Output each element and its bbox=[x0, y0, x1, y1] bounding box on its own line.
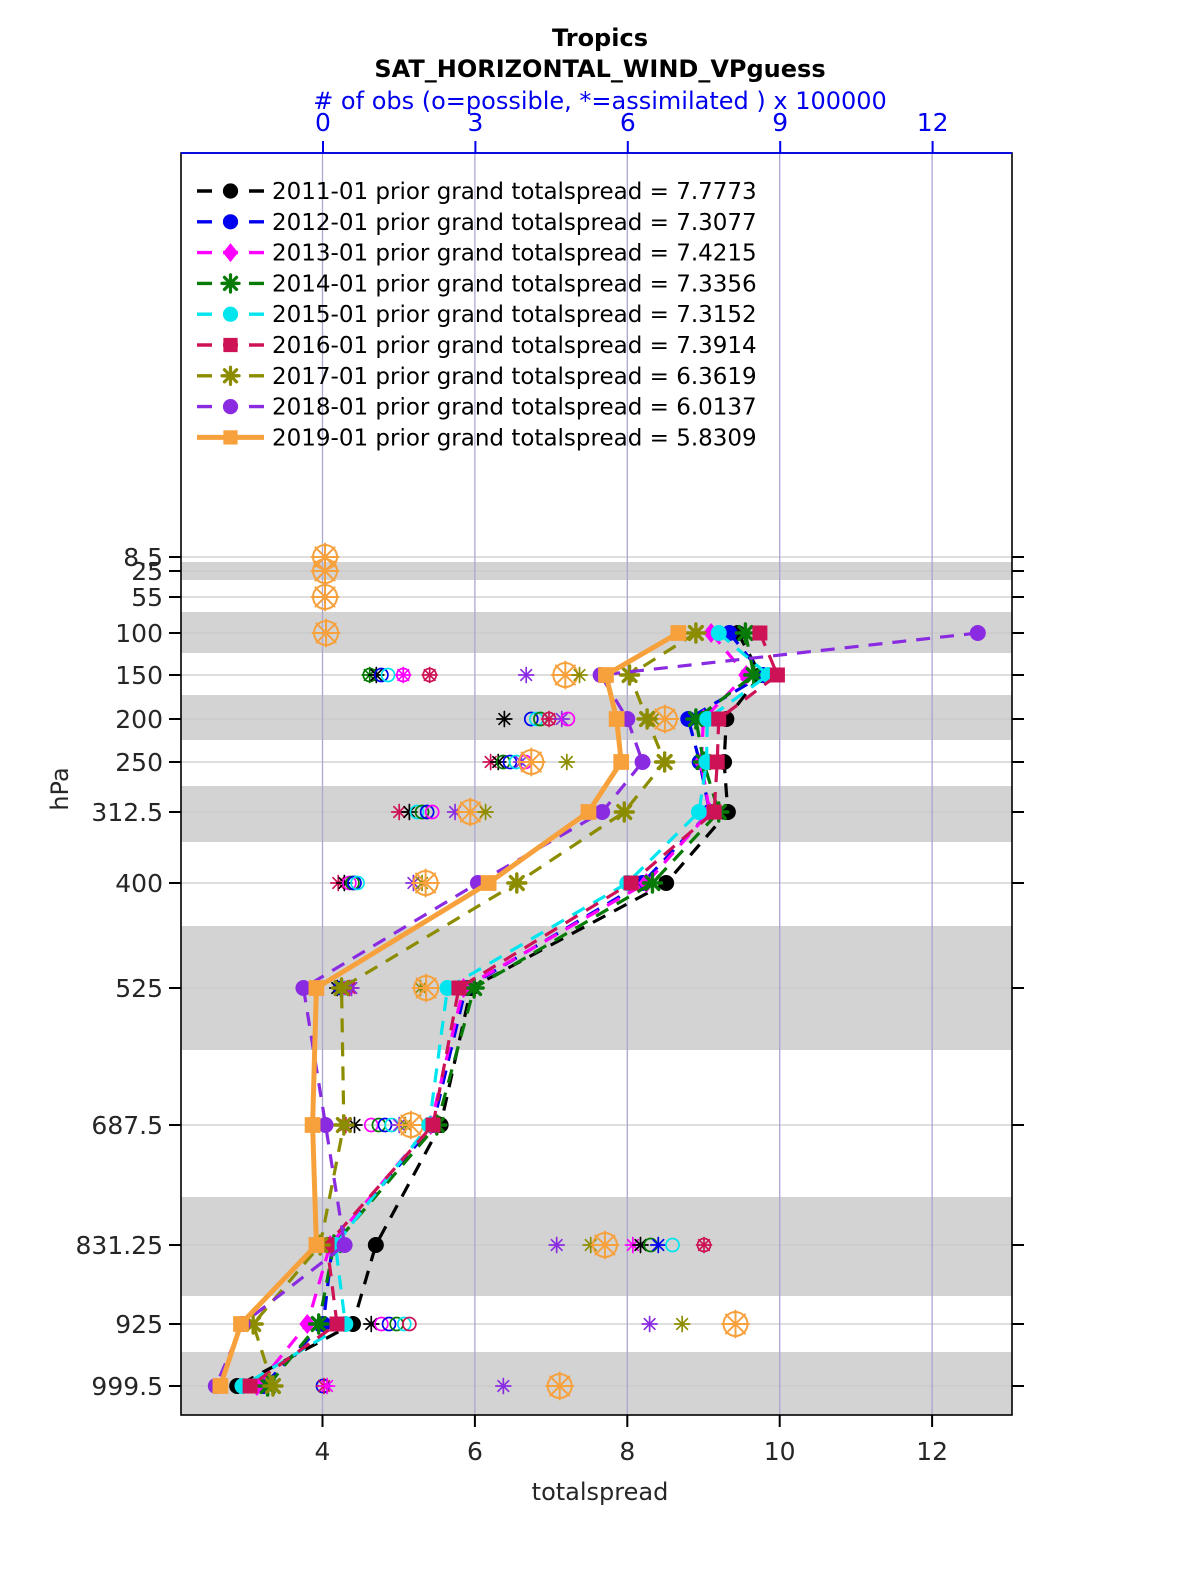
axis-ticks bbox=[169, 141, 1024, 1427]
svg-text:100: 100 bbox=[115, 619, 163, 648]
obs-marker bbox=[401, 803, 418, 821]
legend-item: 2013-01 prior grand totalspread = 7.4215 bbox=[197, 241, 757, 267]
obs-marker bbox=[650, 704, 680, 734]
obs-marker bbox=[560, 711, 576, 727]
obs-marker bbox=[421, 666, 439, 684]
obs-markers bbox=[310, 542, 750, 1401]
legend-item: 2019-01 prior grand totalspread = 5.8309 bbox=[197, 425, 757, 451]
obs-marker bbox=[411, 973, 441, 1003]
obs-marker bbox=[558, 753, 576, 771]
obs-marker bbox=[665, 1237, 680, 1253]
legend-item: 2016-01 prior grand totalspread = 7.3914 bbox=[197, 333, 757, 359]
svg-text:4: 4 bbox=[315, 1437, 331, 1466]
obs-marker bbox=[419, 804, 435, 820]
obs-marker bbox=[396, 1316, 412, 1332]
svg-text:8.5: 8.5 bbox=[123, 543, 163, 572]
svg-text:687.5: 687.5 bbox=[91, 1111, 163, 1140]
legend-label: 2014-01 prior grand totalspread = 7.3356 bbox=[272, 271, 757, 297]
svg-text:55: 55 bbox=[131, 583, 163, 612]
obs-marker bbox=[381, 1316, 397, 1332]
legend-label: 2016-01 prior grand totalspread = 7.3914 bbox=[272, 333, 757, 359]
svg-text:25: 25 bbox=[131, 557, 163, 586]
obs-marker bbox=[409, 804, 425, 820]
svg-text:8: 8 bbox=[619, 1437, 635, 1466]
legend-label: 2012-01 prior grand totalspread = 7.3077 bbox=[272, 210, 757, 236]
obs-marker bbox=[394, 666, 412, 684]
legend-label: 2017-01 prior grand totalspread = 6.3619 bbox=[272, 364, 757, 390]
svg-text:6: 6 bbox=[620, 108, 636, 137]
obs-marker bbox=[695, 1236, 713, 1254]
svg-text:312.5: 312.5 bbox=[91, 798, 163, 827]
obs-marker bbox=[720, 1309, 750, 1339]
obs-marker bbox=[380, 667, 396, 683]
legend-item: 2014-01 prior grand totalspread = 7.3356 bbox=[197, 271, 757, 297]
svg-text:250: 250 bbox=[115, 748, 163, 777]
legend-item: 2012-01 prior grand totalspread = 7.3077 bbox=[197, 210, 757, 236]
svg-text:12: 12 bbox=[917, 108, 949, 137]
obs-marker bbox=[310, 556, 340, 586]
svg-text:3: 3 bbox=[467, 108, 483, 137]
obs-marker bbox=[516, 747, 546, 777]
legend-label: 2015-01 prior grand totalspread = 7.3152 bbox=[272, 302, 757, 328]
chart-title: Tropics bbox=[552, 24, 648, 52]
series-lines bbox=[207, 622, 986, 1397]
obs-marker bbox=[311, 618, 341, 648]
obs-marker bbox=[548, 1236, 566, 1254]
obs-marker bbox=[641, 1315, 658, 1333]
obs-marker bbox=[396, 1110, 426, 1140]
obs-marker bbox=[318, 1377, 336, 1395]
obs-marker bbox=[517, 666, 535, 684]
plot-frame bbox=[180, 152, 1013, 1416]
legend-item: 2011-01 prior grand totalspread = 7.7773 bbox=[197, 179, 757, 205]
obs-marker bbox=[374, 667, 389, 683]
obs-marker bbox=[590, 1230, 620, 1260]
chart-subtitle: SAT_HORIZONTAL_WIND_VPguess bbox=[374, 55, 826, 83]
series-2019-01 bbox=[212, 625, 687, 1394]
svg-text:200: 200 bbox=[115, 705, 163, 734]
legend-label: 2013-01 prior grand totalspread = 7.4215 bbox=[272, 241, 757, 267]
obs-marker bbox=[362, 1315, 380, 1333]
obs-marker bbox=[477, 803, 494, 821]
svg-text:400: 400 bbox=[115, 869, 163, 898]
obs-marker bbox=[494, 1377, 512, 1395]
svg-text:525: 525 bbox=[115, 974, 163, 1003]
legend-label: 2019-01 prior grand totalspread = 5.8309 bbox=[272, 425, 757, 451]
obs-marker bbox=[496, 710, 513, 728]
obs-marker bbox=[310, 582, 340, 612]
obs-marker bbox=[571, 666, 588, 684]
obs-marker bbox=[350, 875, 365, 891]
legend-item: 2017-01 prior grand totalspread = 6.3619 bbox=[197, 364, 757, 390]
vertical-gridlines bbox=[321, 153, 933, 1415]
svg-text:10: 10 bbox=[764, 1437, 796, 1466]
obs-marker bbox=[632, 1236, 649, 1254]
obs-marker bbox=[414, 804, 430, 820]
svg-text:9: 9 bbox=[772, 108, 788, 137]
svg-text:12: 12 bbox=[916, 1437, 948, 1466]
obs-marker bbox=[545, 1371, 575, 1401]
svg-text:150: 150 bbox=[115, 661, 163, 690]
obs-marker bbox=[649, 1236, 667, 1254]
legend-label: 2018-01 prior grand totalspread = 6.0137 bbox=[272, 395, 757, 421]
legend: 2011-01 prior grand totalspread = 7.7773… bbox=[197, 179, 757, 451]
obs-marker bbox=[673, 1315, 691, 1333]
obs-axis-label: # of obs (o=possible, *=assimilated ) x … bbox=[313, 87, 887, 115]
svg-text:999.5: 999.5 bbox=[91, 1372, 163, 1401]
svg-text:6: 6 bbox=[467, 1437, 483, 1466]
obs-marker bbox=[424, 804, 440, 820]
svg-text:831.25: 831.25 bbox=[76, 1231, 163, 1260]
legend-label: 2011-01 prior grand totalspread = 7.7773 bbox=[272, 179, 757, 205]
svg-text:925: 925 bbox=[115, 1310, 163, 1339]
legend-item: 2018-01 prior grand totalspread = 6.0137 bbox=[197, 395, 757, 421]
x-axis-label: totalspread bbox=[531, 1478, 669, 1506]
obs-marker bbox=[402, 1316, 417, 1332]
svg-text:0: 0 bbox=[315, 108, 331, 137]
obs-marker bbox=[411, 868, 441, 898]
obs-marker bbox=[523, 711, 539, 727]
obs-marker bbox=[374, 1316, 389, 1332]
legend-item: 2015-01 prior grand totalspread = 7.3152 bbox=[197, 302, 757, 328]
